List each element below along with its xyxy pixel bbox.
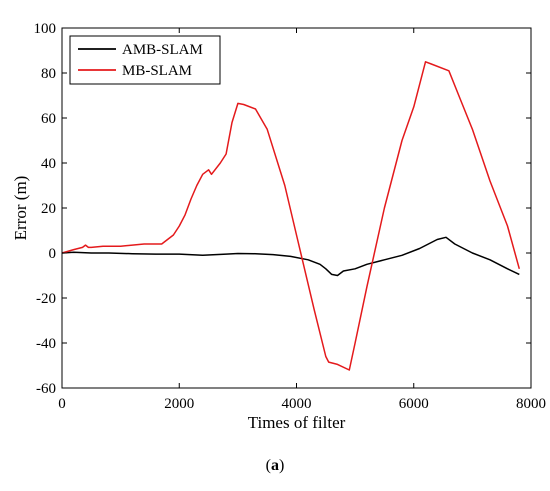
y-tick-label: -20 xyxy=(36,291,56,307)
legend-label: AMB-SLAM xyxy=(122,42,203,58)
x-tick-label: 8000 xyxy=(516,396,546,412)
y-tick-label: 80 xyxy=(41,66,56,82)
x-axis-label: Times of filter xyxy=(248,413,346,432)
caption-open: ( xyxy=(266,457,271,474)
x-tick-label: 4000 xyxy=(282,396,312,412)
y-tick-label: -60 xyxy=(36,381,56,397)
series-line-mb-slam xyxy=(61,61,521,371)
caption-letter: a xyxy=(271,457,279,474)
series-line-amb-slam xyxy=(61,236,520,277)
y-axis-label: Error (m) xyxy=(11,176,30,241)
y-tick-label: 20 xyxy=(41,201,56,217)
y-tick-label: 100 xyxy=(34,21,57,37)
axis-ticks: 0 2000 4000 6000 8000 -60 -40 -20 0 20 40 60 80 100 xyxy=(34,21,547,412)
y-tick-label: -40 xyxy=(36,336,56,352)
x-tick-label: 6000 xyxy=(399,396,429,412)
legend-label: MB-SLAM xyxy=(122,63,192,79)
figure-caption: (a) xyxy=(266,457,285,474)
y-tick-label: 0 xyxy=(49,246,57,262)
plot-marks xyxy=(61,61,521,371)
caption-close: ) xyxy=(279,457,284,474)
y-tick-label: 40 xyxy=(41,156,56,172)
x-tick-label: 0 xyxy=(58,396,66,412)
y-tick-label: 60 xyxy=(41,111,56,127)
x-tick-label: 2000 xyxy=(164,396,194,412)
legend: AMB-SLAM MB-SLAM xyxy=(69,35,221,85)
legend-box xyxy=(69,35,221,85)
